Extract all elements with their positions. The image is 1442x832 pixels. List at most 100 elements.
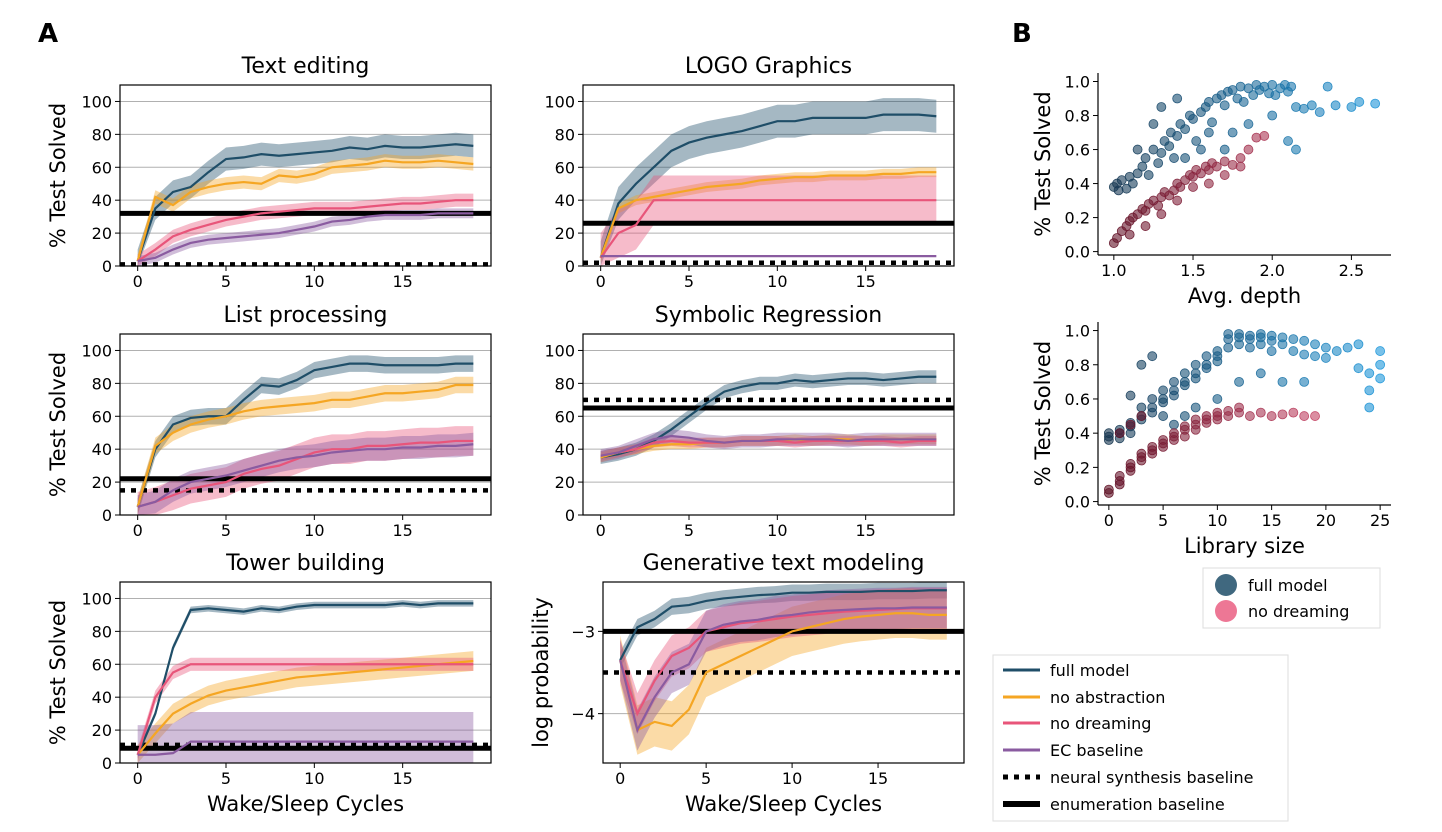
band-no_dreaming bbox=[137, 657, 474, 762]
x-tick-label-3: 15 bbox=[1261, 511, 1281, 530]
point-full-63 bbox=[1364, 385, 1375, 396]
x-axis-label: Avg. depth bbox=[1188, 284, 1301, 308]
point-nodream-38 bbox=[1156, 209, 1167, 220]
point-full-76 bbox=[1277, 376, 1288, 387]
legend-a-label-no-dreaming: no dreaming bbox=[1050, 714, 1151, 733]
point-full-47 bbox=[1286, 81, 1297, 92]
x-tick-label-1: 5 bbox=[221, 769, 231, 788]
x-tick-label-1: 5 bbox=[684, 272, 694, 291]
line-ec_baseline bbox=[137, 740, 474, 756]
point-nodream-1 bbox=[1103, 484, 1114, 495]
point-full-61 bbox=[1243, 119, 1254, 129]
y-tick-label-2: 40 bbox=[555, 440, 575, 459]
y-tick-label-3: 60 bbox=[92, 407, 112, 426]
y-tick-label-2: 40 bbox=[92, 191, 112, 210]
x-tick-label-3: 15 bbox=[392, 272, 412, 291]
point-full-59 bbox=[1203, 127, 1214, 138]
point-full-52 bbox=[1299, 335, 1310, 346]
x-tick-label-3: 2.5 bbox=[1339, 261, 1364, 280]
point-full-58 bbox=[1172, 93, 1183, 104]
point-full-25 bbox=[1190, 373, 1201, 384]
y-tick-label-0: 0.0 bbox=[1065, 493, 1090, 512]
y-tick-label-4: 80 bbox=[92, 622, 112, 641]
point-nodream-29 bbox=[1235, 153, 1246, 163]
y-tick-label-3: 60 bbox=[92, 655, 112, 674]
point-full-67 bbox=[1375, 373, 1386, 384]
x-tick-label-3: 15 bbox=[855, 521, 875, 540]
chart-title: Generative text modeling bbox=[643, 551, 925, 576]
y-tick-label-5: 100 bbox=[81, 341, 112, 360]
y-tick-label-1: 20 bbox=[555, 473, 575, 492]
y-tick-label-0: 0.0 bbox=[1065, 243, 1090, 262]
point-full-74 bbox=[1234, 376, 1244, 387]
x-tick-label-0: 0 bbox=[133, 769, 143, 788]
chart-2: 0 5 10 15 0 20 40 60 80 100 List processing % Test … bbox=[46, 303, 492, 540]
y-tick-label-1: 20 bbox=[555, 224, 575, 243]
axes-frame bbox=[582, 333, 955, 516]
line-ec_baseline bbox=[619, 606, 947, 734]
legend-b-marker-full bbox=[1215, 574, 1237, 596]
chart-5: 0 5 10 15 −4 −3 Generative text modeling log pr… bbox=[529, 551, 965, 816]
x-tick-label-3: 15 bbox=[868, 769, 888, 788]
point-nodream-4 bbox=[1114, 471, 1125, 481]
band-ec_baseline bbox=[620, 586, 947, 751]
point-nodream-13 bbox=[1147, 441, 1158, 452]
point-nodream-40 bbox=[1124, 229, 1135, 240]
point-full-53 bbox=[1330, 100, 1341, 111]
chart-title: Symbolic Regression bbox=[655, 303, 883, 328]
x-tick-label-2: 10 bbox=[304, 769, 324, 788]
x-axis-label: Wake/Sleep Cycles bbox=[685, 792, 882, 816]
point-nodream-34 bbox=[1219, 170, 1230, 180]
point-full-79 bbox=[1179, 411, 1190, 421]
point-nodream-43 bbox=[1125, 419, 1136, 430]
point-nodream-33 bbox=[1235, 161, 1246, 172]
point-full-20 bbox=[1180, 124, 1191, 135]
point-full-59 bbox=[1342, 342, 1353, 353]
point-full-62 bbox=[1267, 110, 1278, 121]
point-full-75 bbox=[1255, 368, 1266, 379]
point-full-69 bbox=[1147, 351, 1158, 362]
point-full-55 bbox=[1310, 351, 1320, 362]
point-full-2 bbox=[1113, 185, 1124, 196]
point-nodream-39 bbox=[1140, 221, 1151, 231]
y-tick-label-3: 60 bbox=[92, 158, 112, 177]
point-full-32 bbox=[1212, 356, 1223, 367]
point-nodream-37 bbox=[1172, 195, 1183, 206]
point-full-58 bbox=[1331, 346, 1342, 356]
line-full_model bbox=[136, 362, 474, 508]
x-tick-label-1: 5 bbox=[701, 769, 711, 788]
point-nodream-38 bbox=[1266, 411, 1277, 421]
line-full_model bbox=[136, 602, 474, 756]
point-full-43 bbox=[1270, 90, 1281, 101]
point-nodream-19 bbox=[1169, 428, 1179, 439]
y-axis-label: % Test Solved bbox=[1031, 91, 1055, 236]
point-full-72 bbox=[1190, 402, 1201, 413]
point-full-12 bbox=[1153, 158, 1164, 169]
x-tick-label-1: 5 bbox=[684, 521, 694, 540]
point-full-53 bbox=[1299, 349, 1310, 360]
line-no_dreaming bbox=[599, 199, 937, 259]
y-tick-label-0: −4 bbox=[571, 705, 595, 724]
y-axis-label: log probability bbox=[529, 597, 553, 748]
point-full-68 bbox=[1136, 359, 1147, 370]
point-full-13 bbox=[1156, 148, 1167, 158]
x-axis-label: Library size bbox=[1184, 534, 1305, 558]
x-axis-label: Wake/Sleep Cycles bbox=[207, 792, 404, 816]
x-tick-label-2: 10 bbox=[304, 521, 324, 540]
y-tick-label-0: 0 bbox=[102, 754, 112, 773]
band-no_abstraction bbox=[137, 154, 474, 266]
point-full-18 bbox=[1172, 131, 1183, 141]
point-full-66 bbox=[1375, 359, 1386, 370]
legend-b-marker-nodream bbox=[1215, 600, 1237, 622]
y-tick-label-5: 100 bbox=[544, 341, 575, 360]
point-full-64 bbox=[1364, 402, 1375, 413]
point-full-33 bbox=[1223, 342, 1234, 353]
point-full-60 bbox=[1353, 339, 1364, 350]
point-full-30 bbox=[1219, 100, 1230, 111]
legend-a-label-enum-baseline: enumeration baseline bbox=[1050, 795, 1225, 814]
x-tick-label-5: 25 bbox=[1370, 511, 1390, 530]
x-tick-label-0: 0 bbox=[133, 272, 143, 291]
point-full-57 bbox=[1320, 353, 1331, 363]
point-full-64 bbox=[1291, 144, 1301, 155]
point-nodream-36 bbox=[1245, 411, 1255, 421]
